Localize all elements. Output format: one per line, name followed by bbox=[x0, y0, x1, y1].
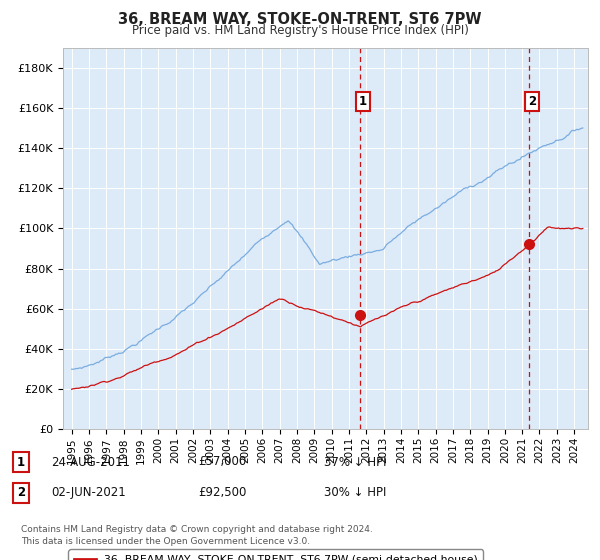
Text: 24-AUG-2011: 24-AUG-2011 bbox=[51, 455, 130, 469]
Text: £57,000: £57,000 bbox=[198, 455, 246, 469]
Text: 2: 2 bbox=[528, 95, 536, 109]
Text: Price paid vs. HM Land Registry's House Price Index (HPI): Price paid vs. HM Land Registry's House … bbox=[131, 24, 469, 37]
Text: 02-JUN-2021: 02-JUN-2021 bbox=[51, 486, 126, 500]
Text: 36, BREAM WAY, STOKE-ON-TRENT, ST6 7PW: 36, BREAM WAY, STOKE-ON-TRENT, ST6 7PW bbox=[118, 12, 482, 27]
Text: 37% ↓ HPI: 37% ↓ HPI bbox=[324, 455, 386, 469]
Legend: 36, BREAM WAY, STOKE-ON-TRENT, ST6 7PW (semi-detached house), HPI: Average price: 36, BREAM WAY, STOKE-ON-TRENT, ST6 7PW (… bbox=[68, 549, 484, 560]
Text: 1: 1 bbox=[359, 95, 367, 109]
Text: £92,500: £92,500 bbox=[198, 486, 247, 500]
Text: 2: 2 bbox=[17, 486, 25, 500]
Text: 30% ↓ HPI: 30% ↓ HPI bbox=[324, 486, 386, 500]
Text: Contains HM Land Registry data © Crown copyright and database right 2024.
This d: Contains HM Land Registry data © Crown c… bbox=[21, 525, 373, 546]
Text: 1: 1 bbox=[17, 455, 25, 469]
